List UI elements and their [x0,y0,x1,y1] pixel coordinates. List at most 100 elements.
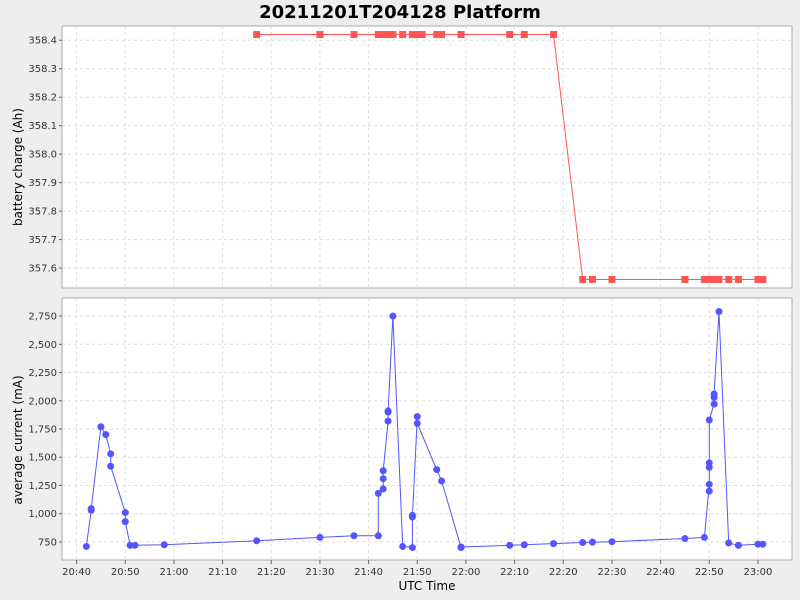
x-tick-label: 21:20 [257,567,286,578]
x-tick-label: 21:30 [306,567,335,578]
battery-y-ticks: 357.6 357.7 357.8 357.9 358.0 358.1 358.2 358.3… [28,36,62,275]
x-tick-label: 22:00 [452,567,481,578]
current-point [705,480,713,488]
battery-point [316,31,324,39]
battery-point [520,31,528,39]
y-tick-label: 358.3 [28,64,57,75]
battery-point [754,275,762,283]
battery-point [734,275,742,283]
battery-point [506,31,514,39]
battery-point [725,275,733,283]
y-tick-label: 358.0 [28,150,57,161]
current-y-ticks: 750 1,000 1,250 1,500 1,750 2,000 2,250 2,500 2,… [28,312,62,548]
battery-point [457,31,465,39]
battery-point [253,31,261,39]
battery-point [408,31,416,39]
y-tick-label: 1,500 [28,453,57,464]
current-point [126,541,134,549]
battery-grid [62,26,792,288]
current-point [87,505,95,513]
current-point [316,533,324,541]
x-tick-label: 23:00 [744,567,773,578]
current-point [82,542,90,550]
current-point [754,540,762,548]
battery-point [438,31,446,39]
x-tick-label: 20:50 [111,567,140,578]
y-tick-label: 357.6 [28,264,57,275]
battery-plot-area [61,25,793,289]
current-point [725,539,733,547]
battery-point [588,275,596,283]
x-ticks: 20:40 20:50 21:00 21:10 21:20 21:30 21:40 21:50… [62,560,772,578]
x-tick-label: 21:50 [403,567,432,578]
current-point [384,417,392,425]
battery-point [705,275,713,283]
x-tick-label: 21:00 [160,567,189,578]
current-point [734,541,742,549]
current-point [705,487,713,495]
y-tick-label: 1,250 [28,481,57,492]
current-point [550,540,558,548]
current-point [506,541,514,549]
battery-point [608,275,616,283]
current-point [705,459,713,467]
battery-point [710,275,718,283]
y-tick-label: 2,250 [28,368,57,379]
current-point [399,542,407,550]
current-point [107,450,115,458]
current-point [413,419,421,427]
x-tick-label: 21:10 [208,567,237,578]
current-point [379,475,387,483]
current-point [389,312,397,320]
y-tick-label: 2,000 [28,396,57,407]
current-point [705,416,713,424]
current-series [82,308,767,552]
current-point [759,540,767,548]
current-point [408,513,416,521]
current-point [253,537,261,545]
current-point [107,462,115,470]
y-tick-label: 357.7 [28,235,57,246]
battery-point [550,31,558,39]
current-grid [62,298,792,560]
y-tick-label: 357.9 [28,178,57,189]
current-point [102,431,110,439]
current-point [588,538,596,546]
current-point [379,467,387,475]
current-y-axis-label: average current (mA) [11,375,25,504]
battery-point [374,31,382,39]
battery-point [384,31,392,39]
battery-point [399,31,407,39]
current-point [384,407,392,415]
x-tick-label: 21:40 [354,567,383,578]
current-point [160,541,168,549]
current-point [131,541,139,549]
current-point [438,477,446,485]
battery-point [681,275,689,283]
current-point [350,532,358,540]
battery-point [579,275,587,283]
x-tick-label: 22:20 [549,567,578,578]
current-point [579,538,587,546]
current-point [374,532,382,540]
x-tick-label: 20:40 [62,567,91,578]
current-point [710,390,718,398]
current-point [379,485,387,493]
x-tick-label: 22:30 [598,567,627,578]
current-point [457,543,465,551]
current-point [408,544,416,552]
x-tick-label: 22:50 [695,567,724,578]
current-point [681,535,689,543]
current-point [374,489,382,497]
battery-point [433,31,441,39]
x-tick-label: 22:40 [646,567,675,578]
y-tick-label: 750 [38,537,57,548]
y-tick-label: 357.8 [28,207,57,218]
current-point [97,423,105,431]
y-tick-label: 2,500 [28,340,57,351]
current-point [608,538,616,546]
battery-point [418,31,426,39]
battery-y-axis-label: battery charge (Ah) [11,108,25,226]
current-point [710,400,718,408]
